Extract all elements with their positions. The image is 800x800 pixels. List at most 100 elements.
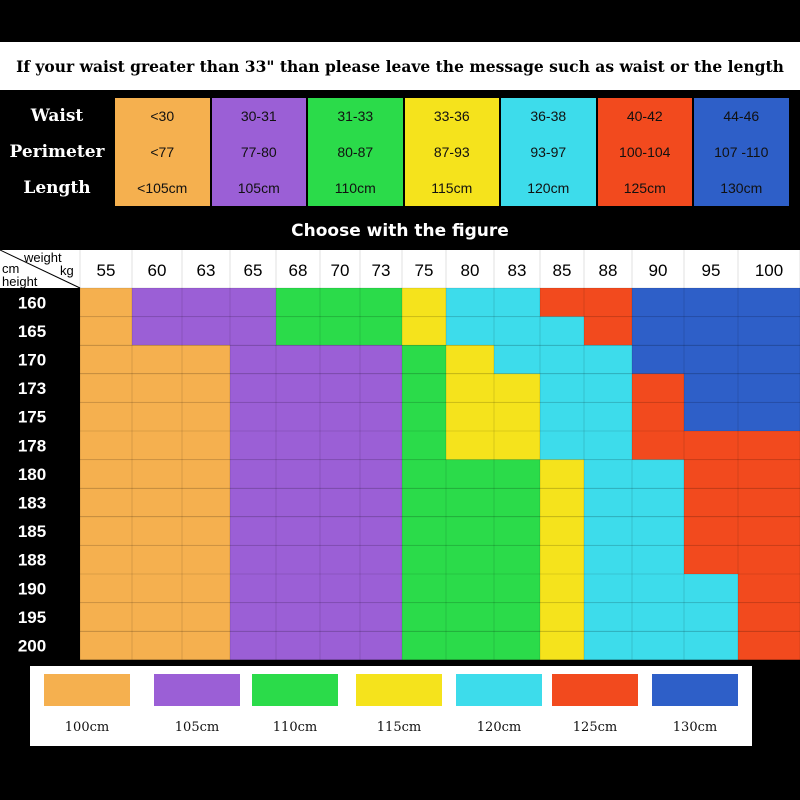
grid-cell xyxy=(632,345,684,374)
grid-cell xyxy=(446,545,494,574)
grid-cell xyxy=(276,316,320,346)
size-column: 33-36 87-93 115cm xyxy=(404,98,499,206)
grid-cell xyxy=(182,431,230,460)
grid-cell xyxy=(632,288,684,317)
grid-cell xyxy=(540,545,584,574)
corner-weight-label: weight xyxy=(23,250,62,265)
grid-cell xyxy=(584,431,632,460)
grid-cell xyxy=(80,345,132,374)
grid-cell xyxy=(446,516,494,546)
grid-cell xyxy=(132,545,182,574)
grid-cell xyxy=(632,631,684,660)
legend-swatch xyxy=(154,674,240,706)
grid-cell xyxy=(132,488,182,517)
weight-header: 73 xyxy=(372,261,391,280)
grid-cell xyxy=(584,345,632,374)
grid-cell xyxy=(494,459,540,489)
legend-item: 125cm xyxy=(552,666,638,746)
grid-cell xyxy=(632,545,684,574)
grid-cell xyxy=(276,516,320,546)
grid-cell xyxy=(402,631,446,660)
grid-cell xyxy=(320,459,360,489)
grid-cell xyxy=(80,402,132,431)
color-legend: 100cm 105cm 110cm 115cm 120cm 125cm 130cm xyxy=(30,666,752,746)
height-label: 185 xyxy=(18,522,46,541)
grid-cell xyxy=(230,373,276,403)
height-label: 195 xyxy=(18,608,46,627)
grid-row-label-bg xyxy=(0,288,80,660)
grid-cell xyxy=(684,316,738,346)
size-cell-waist: 40-42 xyxy=(626,108,663,124)
grid-cell xyxy=(182,316,230,346)
grid-cell xyxy=(182,459,230,489)
grid-cell xyxy=(360,602,402,632)
grid-cell xyxy=(132,373,182,403)
legend-label: 130cm xyxy=(672,720,718,735)
grid-cell xyxy=(132,574,182,603)
size-cell-length: 110cm xyxy=(334,180,376,196)
grid-cell xyxy=(360,545,402,574)
grid-cell xyxy=(402,516,446,546)
weight-header: 83 xyxy=(508,261,527,280)
grid-cell xyxy=(230,631,276,660)
legend-item: 100cm xyxy=(44,666,130,746)
grid-cell xyxy=(446,402,494,431)
grid-cell xyxy=(80,545,132,574)
grid-cell xyxy=(320,545,360,574)
grid-cell xyxy=(402,316,446,346)
size-cell-waist: 30-31 xyxy=(240,108,277,124)
height-label: 200 xyxy=(18,637,46,656)
grid-cell xyxy=(320,631,360,660)
grid-cell xyxy=(540,373,584,403)
grid-cell xyxy=(446,602,494,632)
weight-header: 65 xyxy=(244,261,263,280)
corner-height-label: height xyxy=(2,274,38,289)
size-column: 30-31 77-80 105cm xyxy=(211,98,306,206)
grid-cell xyxy=(276,631,320,660)
grid-cell xyxy=(446,488,494,517)
grid-cell xyxy=(684,373,738,403)
height-label: 173 xyxy=(18,379,46,398)
weight-header: 95 xyxy=(702,261,721,280)
grid-cell xyxy=(132,459,182,489)
grid-cell xyxy=(632,602,684,632)
grid-cell xyxy=(684,602,738,632)
size-column: 36-38 93-97 120cm xyxy=(501,98,596,206)
grid-cell xyxy=(132,602,182,632)
grid-cell xyxy=(80,431,132,460)
grid-cell xyxy=(684,516,738,546)
grid-cell xyxy=(494,631,540,660)
legend-item: 115cm xyxy=(356,666,442,746)
grid-cell xyxy=(360,431,402,460)
grid-cell xyxy=(684,545,738,574)
grid-header xyxy=(0,250,800,288)
size-column: <30 <77 <105cm xyxy=(115,98,210,206)
size-cell-perimeter: 107 -110 xyxy=(714,144,769,160)
grid-cell xyxy=(494,545,540,574)
weight-header: 100 xyxy=(755,261,783,280)
grid-cell xyxy=(132,431,182,460)
section-title: Choose with the figure xyxy=(291,221,509,241)
size-cell-waist: 33-36 xyxy=(433,108,470,124)
legend-label: 115cm xyxy=(376,720,422,735)
legend-swatch xyxy=(356,674,442,706)
banner-notice: If your waist greater than 33" than plea… xyxy=(0,42,800,90)
size-cell-perimeter: 87-93 xyxy=(433,144,470,160)
grid-cell xyxy=(684,402,738,431)
size-column: 31-33 80-87 110cm xyxy=(308,98,403,206)
grid-cell xyxy=(632,516,684,546)
grid-cell xyxy=(182,545,230,574)
grid-cell xyxy=(446,459,494,489)
grid-cell xyxy=(276,488,320,517)
grid-cell xyxy=(320,431,360,460)
legend-swatch xyxy=(652,674,738,706)
grid-cell xyxy=(632,316,684,346)
size-cell-length: 120cm xyxy=(527,180,570,196)
grid-cell xyxy=(684,431,738,460)
size-cell-length: 115cm xyxy=(431,180,473,196)
weight-header: 88 xyxy=(599,261,618,280)
grid-cell xyxy=(738,431,800,460)
weight-header: 55 xyxy=(97,261,116,280)
corner-kg-label: kg xyxy=(60,263,74,278)
grid-cell xyxy=(276,574,320,603)
